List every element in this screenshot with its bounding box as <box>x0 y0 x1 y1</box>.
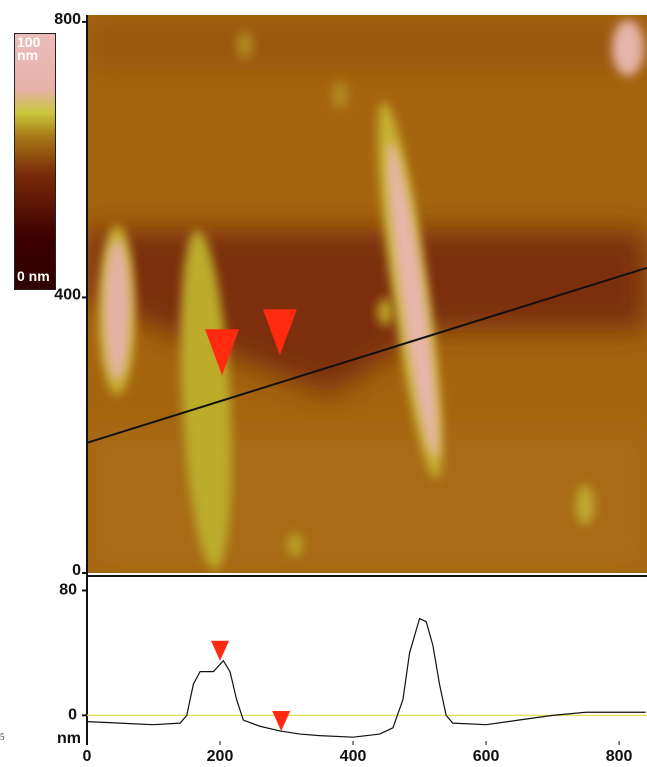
x-tick-label: 800 <box>606 748 633 765</box>
marker <box>205 329 240 376</box>
x-tick-label: 600 <box>473 748 500 765</box>
colorbar: 100 nm 0 nm <box>14 33 56 290</box>
y-tick-label: 0 <box>72 562 81 579</box>
y-tick-label: 400 <box>54 287 81 304</box>
y-tick-label: 80 <box>59 582 77 599</box>
caption: 5 <box>0 732 5 742</box>
colorbar-max-label: 100 nm <box>17 34 41 63</box>
marker <box>272 710 291 731</box>
y-axis-label: nm <box>57 730 81 747</box>
x-tick-label: 200 <box>207 748 234 765</box>
x-tick-label: 0 <box>83 748 92 765</box>
scan-line <box>86 266 647 444</box>
colorbar-min-label: 0 nm <box>17 268 50 284</box>
y-tick-label: 800 <box>54 11 81 28</box>
y-tick-label: 0 <box>68 707 77 724</box>
marker <box>262 309 297 356</box>
afm-image <box>87 15 647 573</box>
x-tick-label: 400 <box>340 748 367 765</box>
profile-line <box>86 617 646 738</box>
marker <box>211 640 230 661</box>
